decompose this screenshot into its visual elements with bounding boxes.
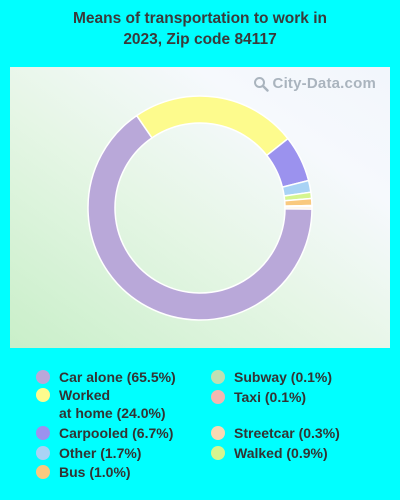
legend-item: Car alone (65.5%) [36, 368, 176, 386]
legend-swatch [36, 446, 50, 460]
legend-item: Taxi (0.1%) [211, 388, 306, 406]
legend-item: Subway (0.1%) [211, 368, 332, 386]
legend-label: Walked (0.9%) [234, 444, 328, 462]
legend-item: Worked at home (24.0%) [36, 386, 166, 422]
legend-label: Taxi (0.1%) [234, 388, 306, 406]
legend-label: Streetcar (0.3%) [234, 424, 340, 442]
chart-title: Means of transportation to work in 2023, … [0, 8, 400, 50]
legend-label-line: Car alone (65.5%) [59, 369, 176, 385]
legend-label: Worked at home (24.0%) [59, 386, 166, 422]
magnifier-icon [253, 76, 269, 92]
legend-swatch [36, 465, 50, 479]
watermark-text: City-Data.com [272, 75, 376, 92]
legend-label-line: Worked [59, 387, 111, 403]
legend-label: Subway (0.1%) [234, 368, 332, 386]
legend-label-line: at home (24.0%) [59, 405, 166, 421]
legend-label: Carpooled (6.7%) [59, 424, 173, 442]
legend-label-line: Subway (0.1%) [234, 369, 333, 385]
legend-label: Bus (1.0%) [59, 463, 131, 481]
watermark: City-Data.com [253, 75, 376, 92]
legend-swatch [211, 426, 225, 440]
legend-swatch [36, 426, 50, 440]
legend-item: Other (1.7%) [36, 444, 141, 462]
legend-item: Carpooled (6.7%) [36, 424, 173, 442]
legend-swatch [36, 388, 50, 402]
legend-label-line: Carpooled (6.7%) [59, 425, 174, 441]
chart-title-text: Means of transportation to work in 2023, … [72, 10, 328, 48]
legend-label-line: Bus (1.0%) [59, 464, 131, 480]
legend-label-line: Walked (0.9%) [234, 445, 328, 461]
legend-label-line: Other (1.7%) [59, 445, 142, 461]
legend-label: Car alone (65.5%) [59, 368, 176, 386]
legend-label-line: Taxi (0.1%) [234, 389, 307, 405]
legend-label: Other (1.7%) [59, 444, 141, 462]
legend-label-line: Streetcar (0.3%) [234, 425, 340, 441]
legend-swatch [211, 370, 225, 384]
legend-item: Streetcar (0.3%) [211, 424, 340, 442]
legend-swatch [211, 446, 225, 460]
legend-item: Bus (1.0%) [36, 463, 131, 481]
donut-slice [87, 114, 313, 321]
legend-swatch [36, 370, 50, 384]
legend-swatch [211, 390, 225, 404]
legend-item: Walked (0.9%) [211, 444, 328, 462]
donut-slice [284, 206, 313, 210]
